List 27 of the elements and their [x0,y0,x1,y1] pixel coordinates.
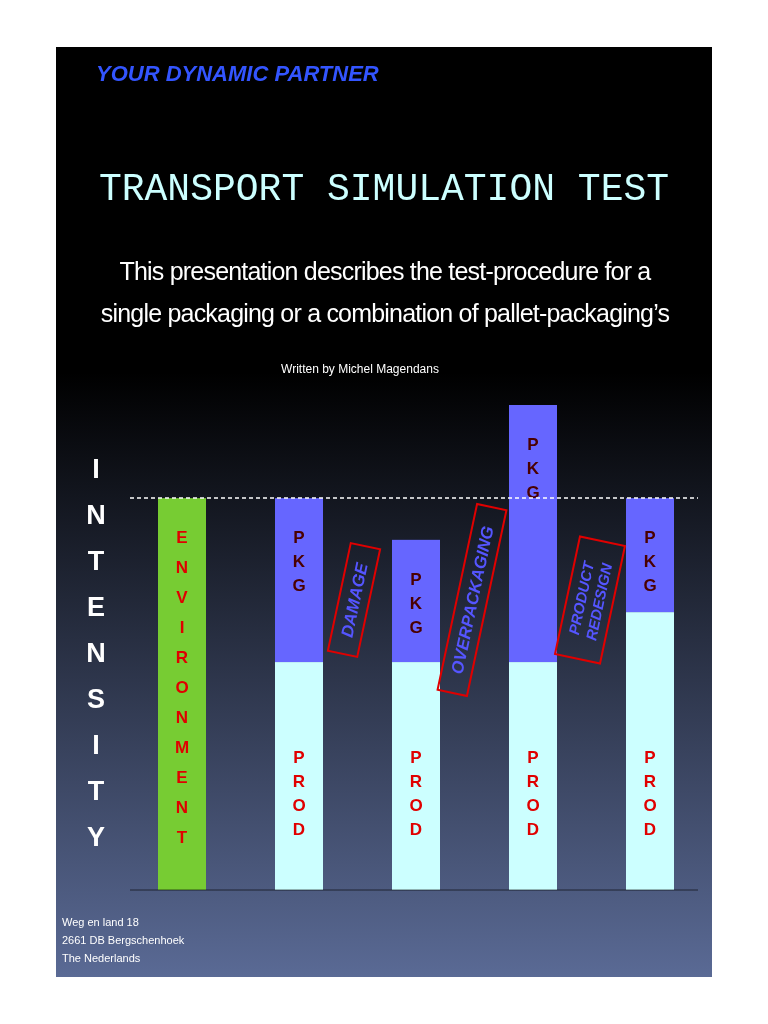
bar [509,662,557,890]
bar [392,539,440,663]
chart-title: TRANSPORT SIMULATION TEST [98,168,670,211]
text: PROD [526,748,540,839]
text: 2661 DB Bergschenhoek [62,934,185,946]
text: INTENSITY [86,454,106,852]
bar [626,498,674,613]
bar [275,662,323,890]
annotation: DAMAGE [337,560,372,640]
chart-subtitle: This presentation describes the test-procedure for a single packaging or a combination of pallet-packaging’s [100,256,670,329]
text: PKG [409,569,423,637]
text: Weg en land 18 [62,916,139,928]
text: PROD [643,748,657,839]
text: Written by Michel Magendans [281,362,439,376]
series-label: PROD [292,748,306,839]
text: PROD [409,748,423,839]
bar [275,498,323,663]
text: The Nederlands [62,952,141,964]
bar [392,662,440,890]
text: PKG [526,435,540,502]
bar [158,498,206,890]
series-label: PKG [643,528,657,596]
text: YOUR DYNAMIC PARTNER [96,61,379,86]
text: ENVIRONMENT [174,528,190,848]
bar [626,612,674,890]
text: PKG [292,528,306,596]
bar [509,405,557,663]
